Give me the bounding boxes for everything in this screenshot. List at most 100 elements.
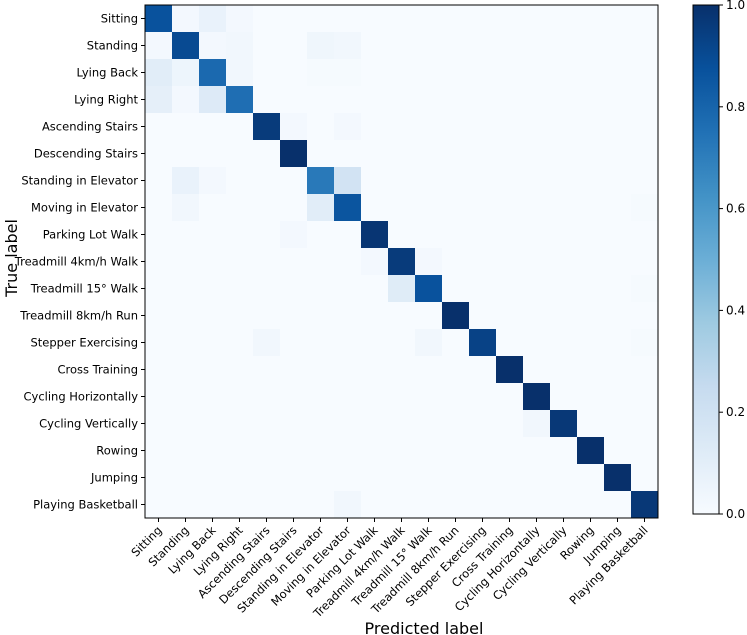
heatmap-cell (496, 32, 524, 60)
heatmap-cell (550, 275, 578, 303)
colorbar-ticks: 0.0 0.2 0.4 0.6 0.8 1.0 (719, 0, 745, 521)
heatmap-cell (496, 194, 524, 222)
heatmap-cell (550, 140, 578, 168)
heatmap-cell (253, 59, 281, 87)
heatmap-cell (253, 221, 281, 249)
heatmap-cell (415, 329, 443, 357)
heatmap-cell (577, 383, 605, 411)
heatmap-cell (523, 5, 551, 33)
heatmap-cell (145, 221, 173, 249)
heatmap-cell (469, 167, 497, 195)
heatmap-cell (361, 491, 389, 519)
heatmap-cell (361, 356, 389, 384)
heatmap-cell (307, 302, 335, 330)
heatmap-cell (631, 113, 659, 141)
heatmap-cell (145, 383, 173, 411)
heatmap-cell (145, 140, 173, 168)
heatmap-cell (253, 194, 281, 222)
heatmap-cell (307, 5, 335, 33)
heatmap-cell (442, 464, 470, 492)
heatmap-cell (307, 32, 335, 60)
heatmap-cell (334, 32, 362, 60)
heatmap-cell (442, 32, 470, 60)
heatmap-cell (496, 491, 524, 519)
heatmap-cell (199, 329, 227, 357)
y-tick-label: Moving in Elevator (31, 201, 138, 215)
heatmap-cell (280, 86, 308, 114)
y-tick-label: Descending Stairs (34, 147, 138, 161)
heatmap-cell (172, 167, 200, 195)
heatmap-cell (442, 302, 470, 330)
heatmap-cell (496, 437, 524, 465)
heatmap-cell (280, 194, 308, 222)
heatmap-cell (280, 437, 308, 465)
heatmap-cell (334, 59, 362, 87)
heatmap-cell (388, 32, 416, 60)
heatmap-cell (550, 113, 578, 141)
heatmap-cell (226, 86, 254, 114)
y-axis-label: True label (2, 219, 21, 298)
heatmap-cell (388, 113, 416, 141)
heatmap-cell (199, 491, 227, 519)
heatmap-cell (469, 248, 497, 276)
heatmap-cell (172, 248, 200, 276)
heatmap-cell (469, 329, 497, 357)
heatmap-cell (550, 356, 578, 384)
heatmap-cell (523, 248, 551, 276)
y-tick-label: Standing in Elevator (21, 174, 138, 188)
heatmap-cell (199, 140, 227, 168)
heatmap-cell (523, 410, 551, 438)
heatmap-cell (199, 248, 227, 276)
heatmap-cell (388, 59, 416, 87)
heatmap-cell (442, 491, 470, 519)
heatmap-cell (199, 221, 227, 249)
heatmap-cell (523, 275, 551, 303)
heatmap-cell (253, 86, 281, 114)
heatmap-cell (253, 302, 281, 330)
heatmap-cell (280, 356, 308, 384)
x-axis-label: Predicted label (365, 619, 484, 635)
heatmap-cell (307, 59, 335, 87)
heatmap-cell (361, 248, 389, 276)
heatmap-cell (631, 275, 659, 303)
y-tick-label: Playing Basketball (33, 498, 138, 512)
heatmap-cell (523, 32, 551, 60)
heatmap-cell (550, 329, 578, 357)
heatmap-cell (604, 302, 632, 330)
heatmap-cell (334, 464, 362, 492)
heatmap-cell (199, 167, 227, 195)
heatmap-cell (361, 113, 389, 141)
heatmap-cell (172, 383, 200, 411)
heatmap-cell (199, 356, 227, 384)
heatmap-cell (415, 275, 443, 303)
heatmap-cell (361, 5, 389, 33)
heatmap-cell (577, 329, 605, 357)
heatmap-cell (496, 356, 524, 384)
heatmap-cell (496, 59, 524, 87)
heatmap-cell (496, 410, 524, 438)
heatmap-cell (307, 275, 335, 303)
heatmap-cell (253, 275, 281, 303)
heatmap-cell (631, 59, 659, 87)
heatmap-cell (334, 302, 362, 330)
heatmap-cell (577, 5, 605, 33)
heatmap-cell (307, 410, 335, 438)
heatmap-cell (361, 383, 389, 411)
y-tick-label: Cross Training (57, 363, 138, 377)
heatmap-cell (604, 221, 632, 249)
heatmap-cell (496, 5, 524, 33)
heatmap-cell (550, 167, 578, 195)
heatmap-cell (631, 86, 659, 114)
heatmap-cell (469, 221, 497, 249)
heatmap-cell (577, 113, 605, 141)
heatmap-cell (415, 86, 443, 114)
heatmap-cell (577, 194, 605, 222)
colorbar-tick-label: 0.8 (726, 100, 745, 114)
heatmap-cell (226, 5, 254, 33)
heatmap-cell (388, 275, 416, 303)
heatmap-cell (550, 437, 578, 465)
heatmap-cell (307, 113, 335, 141)
heatmap-cell (145, 302, 173, 330)
heatmap-cell (442, 248, 470, 276)
colorbar-tick-label: 0.2 (726, 405, 745, 419)
